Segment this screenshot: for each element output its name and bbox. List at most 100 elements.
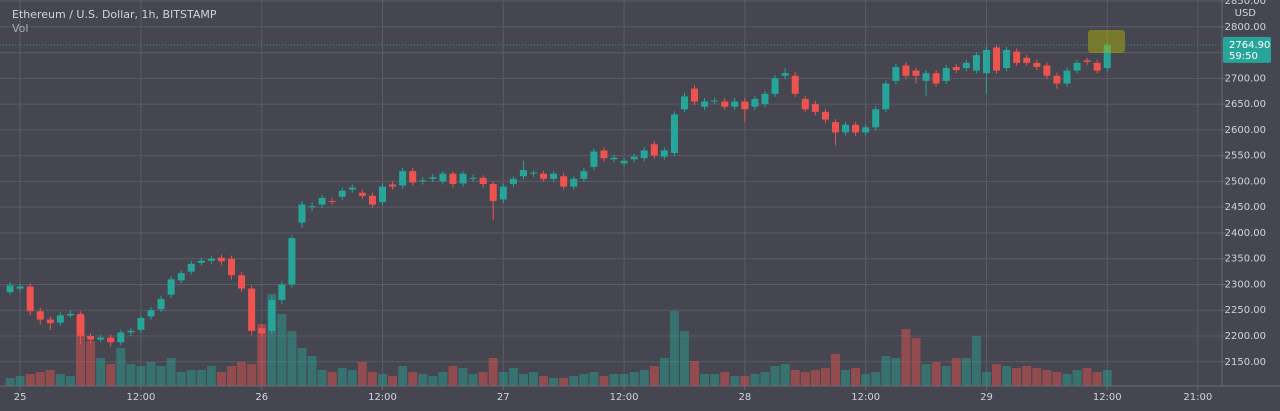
- candle-body: [56, 315, 64, 323]
- candles: [6, 42, 1111, 347]
- volume-bar: [559, 378, 569, 386]
- candle-body: [670, 114, 678, 154]
- volume-bar: [579, 374, 589, 386]
- candle-body: [137, 317, 145, 330]
- x-tick-label: 25: [14, 392, 27, 403]
- volume-bar: [438, 372, 448, 386]
- y-tick-label: 2150.00: [1225, 357, 1266, 368]
- x-tick-label: 12:00: [368, 392, 397, 403]
- candle-body: [127, 330, 135, 333]
- volume-bar: [1032, 368, 1042, 386]
- volume-bar: [1072, 370, 1082, 386]
- candle-body: [811, 104, 819, 112]
- volume-bar: [1052, 372, 1062, 386]
- candle-body: [268, 299, 276, 331]
- candle-body: [842, 124, 850, 133]
- candle-body: [338, 190, 346, 197]
- candle-body: [298, 204, 306, 223]
- candle-body: [117, 332, 125, 343]
- candle-body: [308, 206, 316, 208]
- candle-body: [238, 275, 246, 289]
- candle-body: [97, 337, 105, 340]
- x-tick-label: 12:00: [1093, 392, 1122, 403]
- highlight: [1088, 30, 1125, 53]
- volume-bar: [196, 370, 206, 386]
- volume-bar: [65, 376, 75, 386]
- candle-body: [741, 101, 749, 110]
- last-price-box: [1223, 36, 1271, 63]
- x-tick-label: 12:00: [127, 392, 156, 403]
- candle-body: [379, 186, 387, 203]
- candle-body: [187, 263, 195, 272]
- candle-body: [449, 173, 457, 184]
- volume-bar: [679, 331, 689, 386]
- volume-bar: [861, 374, 871, 386]
- candle-body: [429, 177, 437, 179]
- candle-body: [419, 180, 427, 182]
- volume-bar: [106, 364, 116, 386]
- volume-bar: [488, 358, 498, 386]
- candle-body: [821, 111, 829, 120]
- volume-bar: [770, 366, 780, 386]
- volume-bar: [478, 372, 488, 386]
- volume-bar: [206, 366, 216, 386]
- volume-bar: [720, 372, 730, 386]
- candle-body: [590, 151, 598, 167]
- candle-body: [731, 101, 739, 107]
- volume-bar: [297, 348, 307, 386]
- candle-body: [1073, 62, 1081, 71]
- candle-body: [439, 173, 447, 182]
- volume-bar: [367, 372, 377, 386]
- volume-bar: [227, 366, 237, 386]
- candle-body: [801, 98, 809, 110]
- candle-body: [348, 187, 356, 190]
- candle-body: [761, 93, 769, 105]
- y-tick-label: 2700.00: [1225, 73, 1266, 84]
- volume-bar: [881, 356, 891, 386]
- candle-body: [6, 285, 14, 293]
- volume-bar: [518, 374, 528, 386]
- candle-body: [177, 273, 185, 281]
- volume-bar: [1092, 372, 1102, 386]
- candle-body: [550, 173, 558, 179]
- x-tick-label: 27: [497, 392, 510, 403]
- volume-bar: [176, 372, 186, 386]
- volume-bar: [851, 368, 861, 386]
- volume-bar: [418, 374, 428, 386]
- candle-body: [660, 150, 668, 157]
- candle-body: [1023, 57, 1031, 63]
- volume-bar: [126, 364, 136, 386]
- volume-bar: [116, 348, 126, 386]
- candle-body: [147, 310, 155, 317]
- candle-body: [771, 78, 779, 94]
- candle-body: [1053, 75, 1061, 84]
- volume-bar: [659, 358, 669, 386]
- volume-bar: [841, 370, 851, 386]
- volume-bar: [428, 376, 438, 386]
- candle-body: [721, 101, 729, 107]
- candle-body: [368, 195, 376, 205]
- candle-body: [217, 257, 225, 262]
- candle-body: [630, 156, 638, 160]
- volume-bar: [186, 370, 196, 386]
- volume-bar: [730, 376, 740, 386]
- candle-body: [66, 313, 74, 316]
- candle-body: [1063, 70, 1071, 84]
- volume-bar: [237, 362, 247, 386]
- y-tick-label: 2400.00: [1225, 228, 1266, 239]
- candle-body: [529, 172, 537, 174]
- volume-bar: [136, 366, 146, 386]
- y-tick-label: 2650.00: [1225, 99, 1266, 110]
- volume-bar: [740, 376, 750, 386]
- volume-bar: [317, 370, 327, 386]
- candle-body: [1043, 65, 1051, 76]
- candle-body: [570, 178, 578, 187]
- candle-body: [972, 55, 980, 71]
- volume-bar: [911, 338, 921, 386]
- volume-bar: [398, 366, 408, 386]
- candle-body: [912, 70, 920, 76]
- candle-body: [207, 258, 215, 261]
- volume-bar: [810, 370, 820, 386]
- candle-body: [962, 62, 970, 69]
